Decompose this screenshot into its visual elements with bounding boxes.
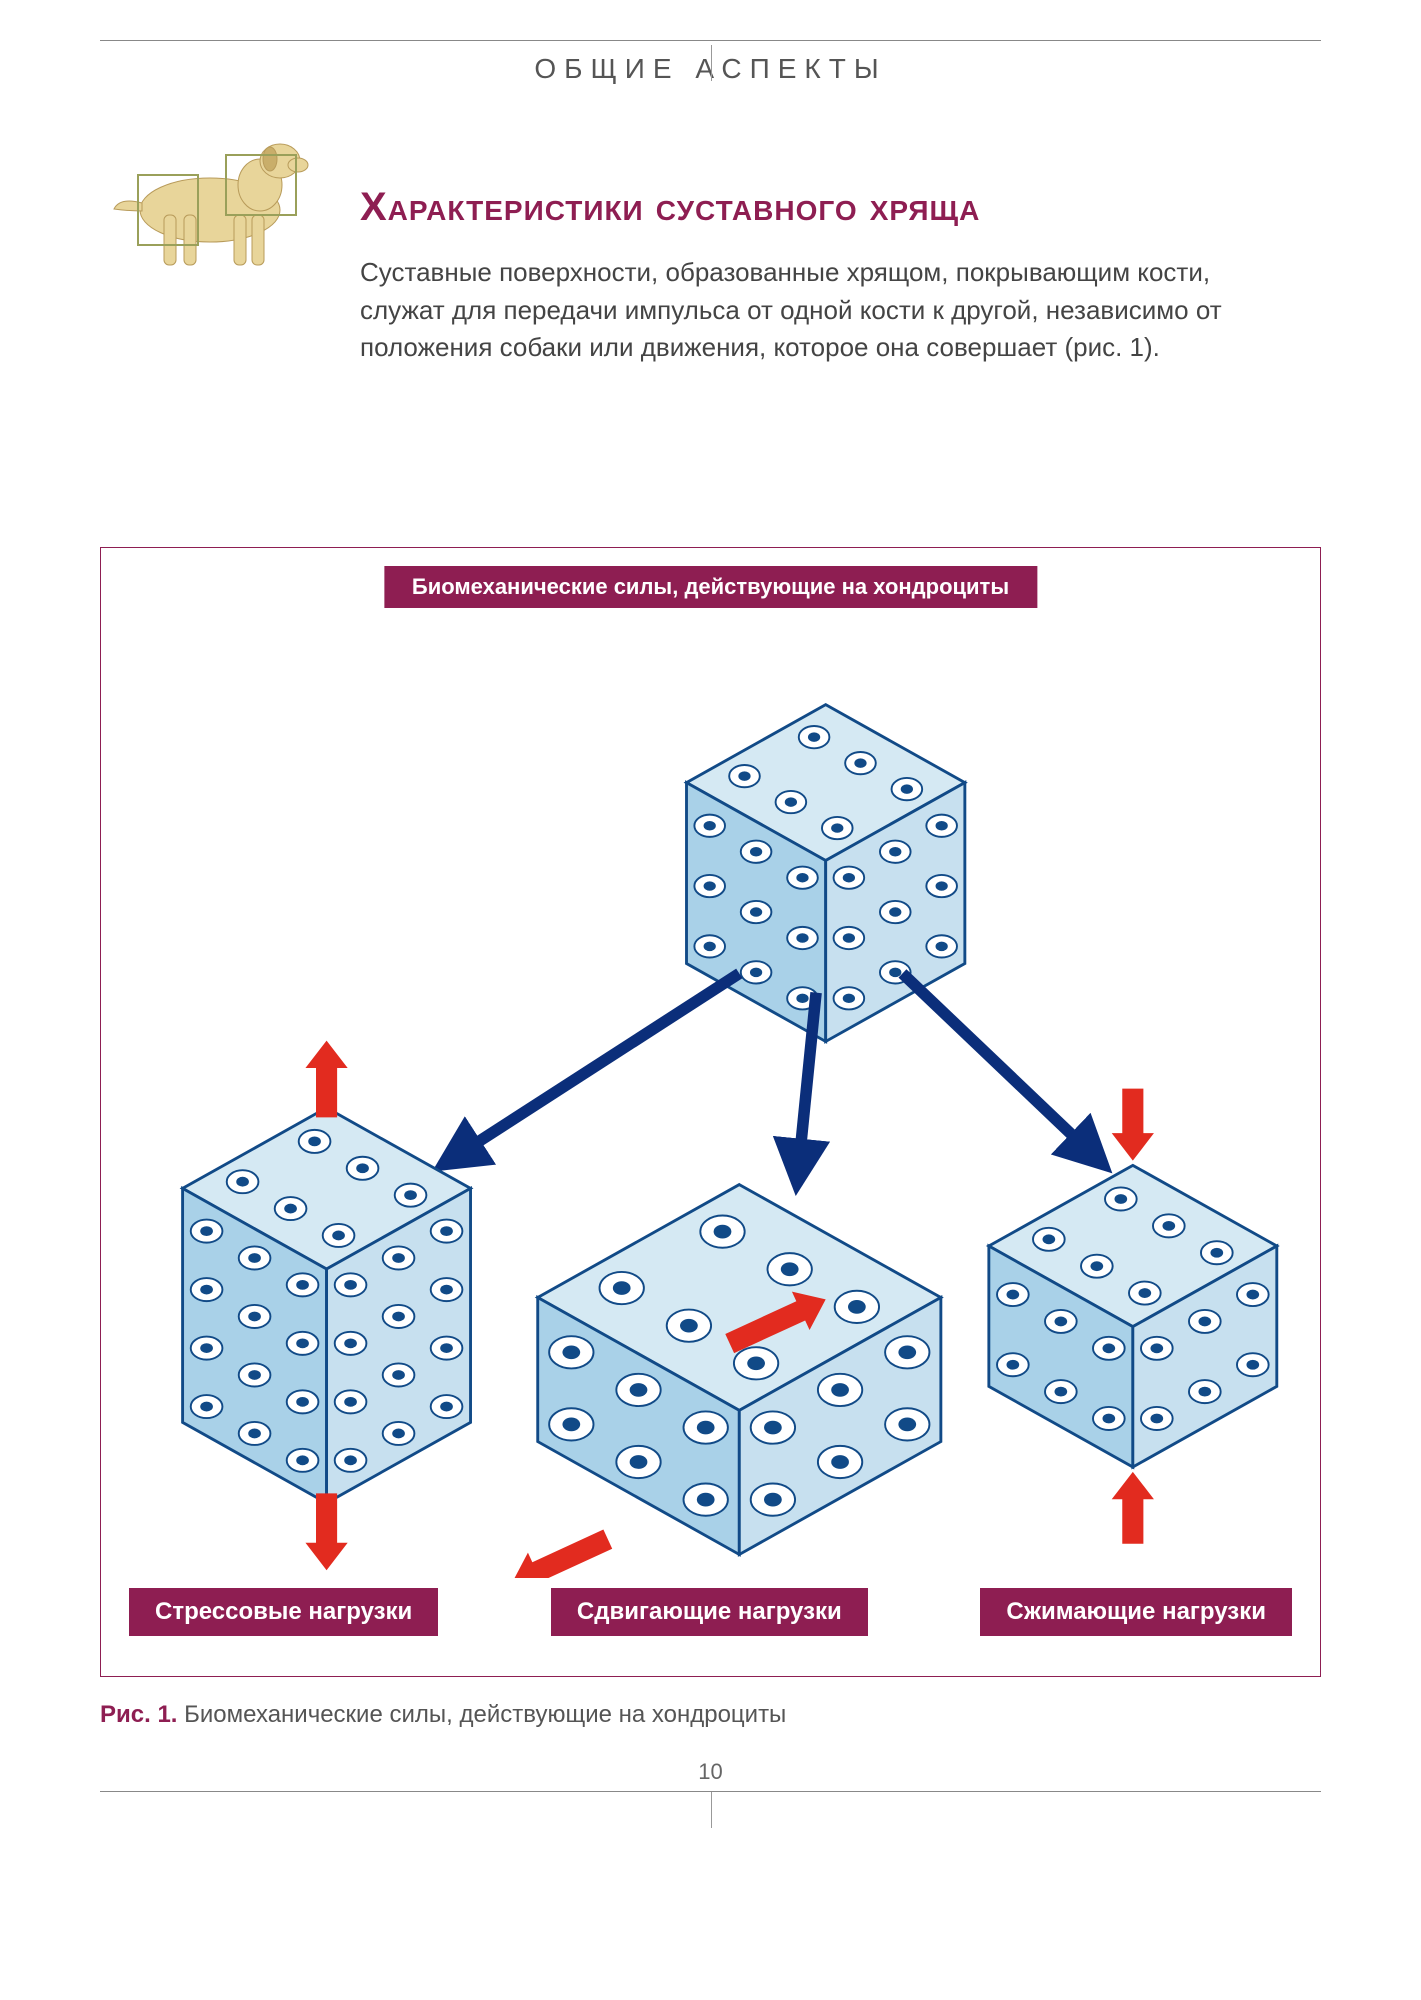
page-number: 10: [100, 1759, 1321, 1785]
page-number-wrap: 10: [100, 1759, 1321, 1828]
label-stress: Стрессовые нагрузки: [129, 1588, 438, 1636]
caption-label: Рис. 1.: [100, 1701, 177, 1728]
labels-row: Стрессовые нагрузки Сдвигающие нагрузки …: [125, 1588, 1296, 1636]
dog-thumbnail: [100, 115, 320, 275]
diagram-area: [125, 628, 1296, 1578]
figure-caption: Рис. 1. Биомеханические силы, действующи…: [100, 1701, 1321, 1729]
page: ОБЩИЕ АСПЕКТЫ Характеристики суставного …: [0, 0, 1421, 1888]
label-shear: Сдвигающие нагрузки: [551, 1588, 868, 1636]
label-compress: Сжимающие нагрузки: [980, 1588, 1292, 1636]
top-marker: [100, 45, 1321, 81]
figure-box: Биомеханические силы, действующие на хон…: [100, 547, 1321, 1677]
intro-column: Характеристики суставного хряща Суставны…: [360, 115, 1321, 367]
bottom-marker: [100, 1792, 1321, 1828]
top-rule: [100, 40, 1321, 41]
intro-text: Суставные поверхности, образованные хрящ…: [360, 254, 1240, 367]
caption-text: Биомеханические силы, действующие на хон…: [184, 1701, 786, 1728]
figure-title: Биомеханические силы, действующие на хон…: [384, 566, 1037, 608]
header-row: Характеристики суставного хряща Суставны…: [100, 115, 1321, 367]
page-title: Характеристики суставного хряща: [360, 185, 1321, 230]
